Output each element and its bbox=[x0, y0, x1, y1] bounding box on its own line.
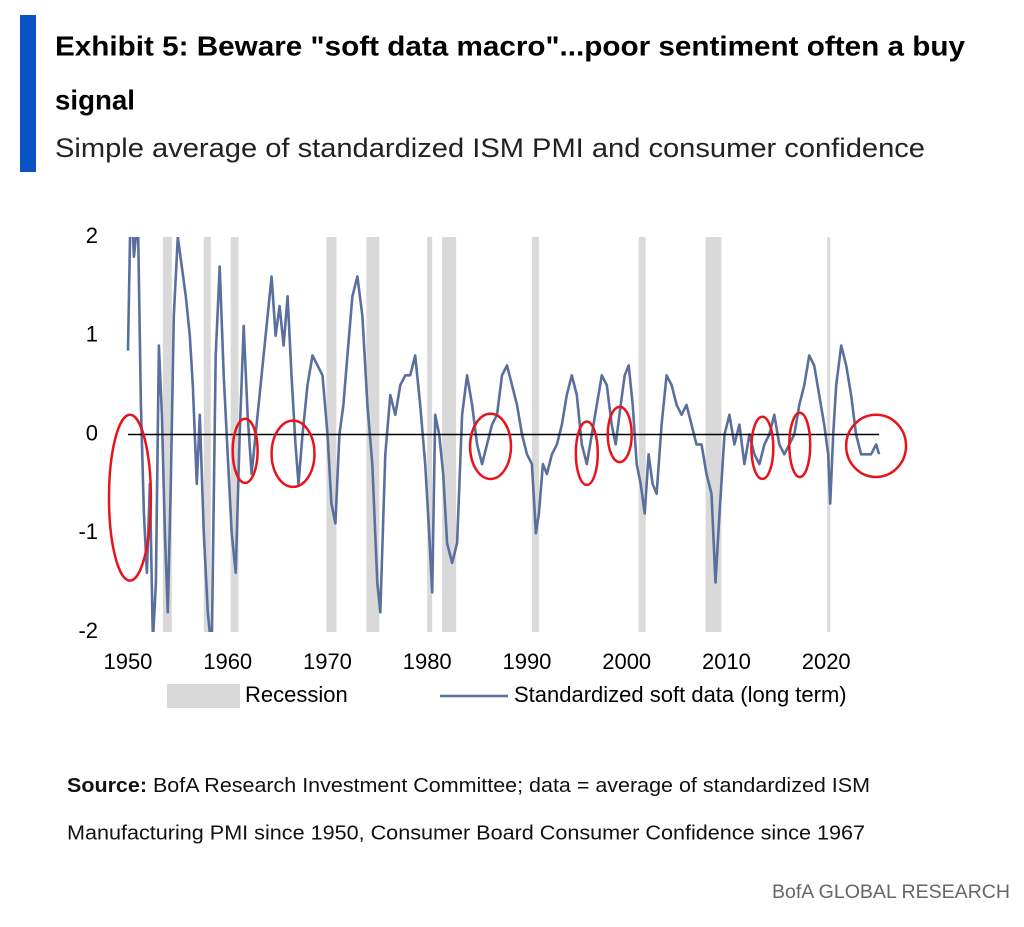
y-tick-label: -1 bbox=[78, 519, 98, 544]
highlight-circle bbox=[788, 411, 812, 479]
highlight-circle bbox=[270, 419, 316, 489]
x-tick-label: 1980 bbox=[403, 649, 452, 674]
x-tick-label: 1970 bbox=[303, 649, 352, 674]
plot-area: -2 -1 0 1 2 1950 1960 1970 1980 1990 2000 2010 2020 R… bbox=[78, 223, 908, 708]
y-tick-label: -2 bbox=[78, 618, 98, 643]
legend-swatch bbox=[167, 684, 240, 708]
highlight-circle bbox=[468, 412, 513, 481]
x-tick-label: 1950 bbox=[103, 649, 152, 674]
source: Source: BofA Research Investment Committ… bbox=[67, 775, 870, 797]
highlight-circle bbox=[606, 405, 633, 464]
title-accent bbox=[20, 15, 36, 172]
chart-title: Exhibit 5: Beware "soft data macro"...po… bbox=[55, 30, 965, 61]
series-line bbox=[126, 237, 881, 632]
y-tick-label: 0 bbox=[86, 420, 98, 445]
x-tick-label: 2000 bbox=[602, 649, 651, 674]
footer: BofA GLOBAL RESEARCH bbox=[772, 882, 1010, 903]
highlight-circle bbox=[750, 415, 775, 481]
chart-subtitle: Simple average of standardized ISM PMI a… bbox=[55, 133, 925, 163]
y-tick-label: 2 bbox=[86, 223, 98, 248]
chart-title: signal bbox=[55, 84, 135, 115]
source-text: BofA Research Investment Committee; data… bbox=[147, 775, 870, 797]
x-tick-label: 1960 bbox=[203, 649, 252, 674]
x-tick-label: 2010 bbox=[702, 649, 751, 674]
y-tick-label: 1 bbox=[86, 322, 98, 347]
source-label: Source: bbox=[67, 775, 147, 797]
highlight-circle bbox=[231, 417, 259, 485]
legend-label: Standardized soft data (long term) bbox=[514, 682, 847, 707]
x-tick-label: 1990 bbox=[502, 649, 551, 674]
source-text: Manufacturing PMI since 1950, Consumer B… bbox=[67, 822, 865, 844]
highlight-circle bbox=[574, 420, 600, 487]
x-tick-label: 2020 bbox=[802, 649, 851, 674]
highlight-circle bbox=[107, 413, 153, 582]
legend-label: Recession bbox=[245, 682, 348, 707]
highlight-circle bbox=[844, 413, 908, 479]
